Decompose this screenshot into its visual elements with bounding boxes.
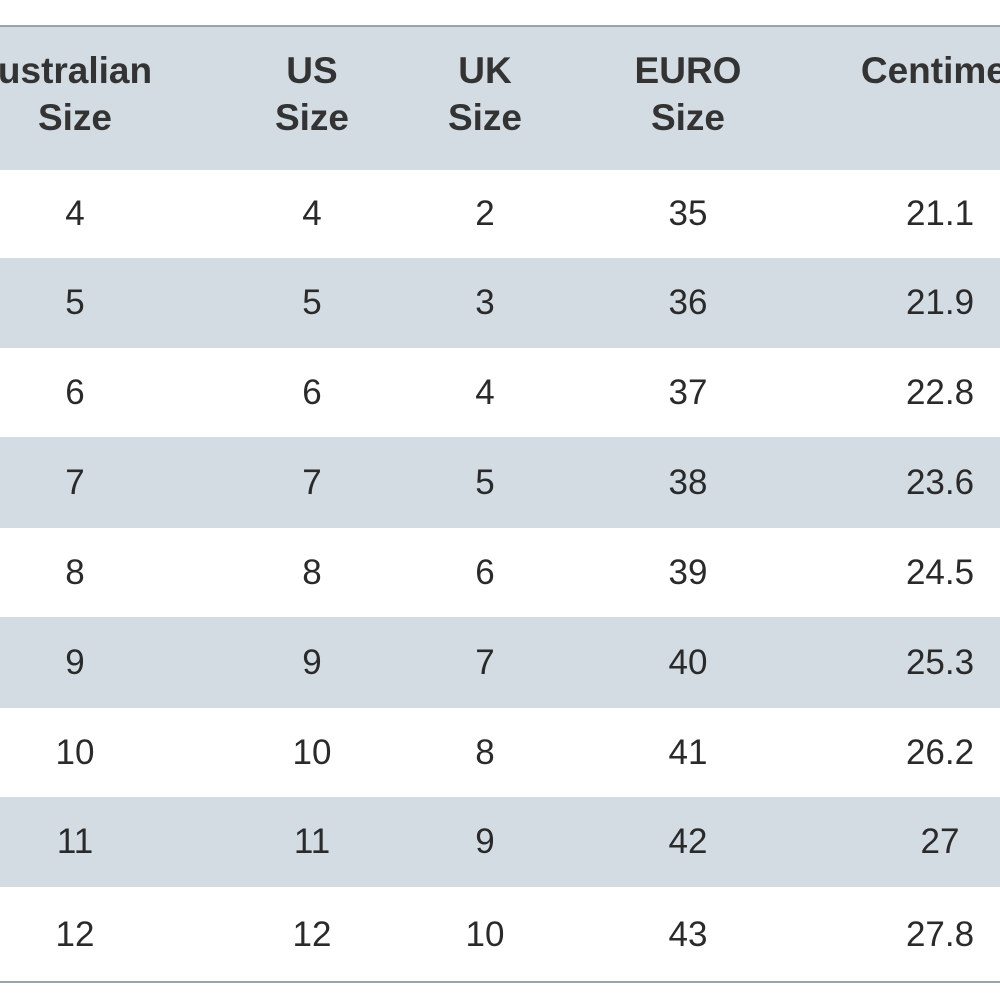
table-cell: 8 [65,552,85,592]
header-cell: UK Size [448,27,522,170]
table-row: 7 7 5 38 23.6 [0,437,1000,528]
table-cell: 7 [302,462,322,502]
table-cell: 6 [475,552,495,592]
table-cell: 8 [302,552,322,592]
table-cell: 11 [293,822,331,861]
table-cell: 9 [475,822,495,861]
header-text: Size [650,97,726,138]
table-cell: 27.8 [905,915,975,954]
table-cell: 24.5 [905,552,975,592]
header-text: UK [458,50,512,91]
size-table: ustralian Size US Size UK Size EURO Size Centime… [0,25,1000,983]
table-cell: 6 [302,372,322,412]
table-cell: 9 [65,642,85,682]
table-cell: 37 [668,372,708,412]
table-cell: 25.3 [905,642,975,682]
table-row: 6 6 4 37 22.8 [0,348,1000,437]
table-cell: 5 [302,283,322,322]
header-row: ustralian Size US Size UK Size EURO Size Centime… [0,27,1000,170]
table-cell: 10 [292,732,332,772]
table-cell: 12 [292,915,332,954]
table-cell: 7 [65,462,85,502]
header-text: Size [447,97,523,138]
table-row: 9 9 7 40 25.3 [0,617,1000,708]
table-cell: 7 [475,642,495,682]
table-cell: 21.1 [905,194,975,233]
header-text: ustralian [0,50,153,91]
table-cell: 12 [55,915,95,954]
table-cell: 36 [668,283,708,322]
table-cell: 39 [668,552,708,592]
table-row: 10 10 8 41 26.2 [0,708,1000,797]
table-cell: 5 [65,283,85,322]
header-cell: EURO Size [635,27,742,170]
table-cell: 10 [55,732,95,772]
header-text: Size [274,97,350,138]
table-cell: 4 [302,194,322,233]
header-text: EURO [634,50,742,91]
header-text: US [286,50,338,91]
table-cell: 4 [475,372,495,412]
header-cell: Centimet [861,27,1000,170]
table-cell: 41 [668,732,708,772]
table-row: 8 8 6 39 24.5 [0,528,1000,617]
table-cell: 4 [65,194,85,233]
table-cell: 11 [56,822,94,861]
table-cell: 35 [668,194,708,233]
table-cell: 38 [668,462,708,502]
table-cell: 9 [302,642,322,682]
header-cell: ustralian Size [0,27,152,170]
table-cell: 2 [475,194,495,233]
header-text: Size [37,97,113,138]
table-cell: 27 [920,822,960,861]
table-cell: 23.6 [905,462,975,502]
table-cell: 3 [475,283,495,322]
table-cell: 43 [668,915,708,954]
table-row: 11 11 9 42 27 [0,797,1000,887]
table-row: 5 5 3 36 21.9 [0,258,1000,348]
table-cell: 5 [475,462,495,502]
table-cell: 26.2 [905,732,975,772]
header-text: Centimet [860,50,1000,91]
table-row: 4 4 2 35 21.1 [0,170,1000,258]
table-row: 12 12 10 43 27.8 [0,887,1000,983]
table-cell: 8 [475,732,495,772]
table-cell: 6 [65,372,85,412]
table-cell: 42 [668,822,708,861]
header-cell: US Size [275,27,349,170]
table-cell: 21.9 [905,283,975,322]
table-cell: 22.8 [905,372,975,412]
table-cell: 10 [465,915,505,954]
table-cell: 40 [668,642,708,682]
